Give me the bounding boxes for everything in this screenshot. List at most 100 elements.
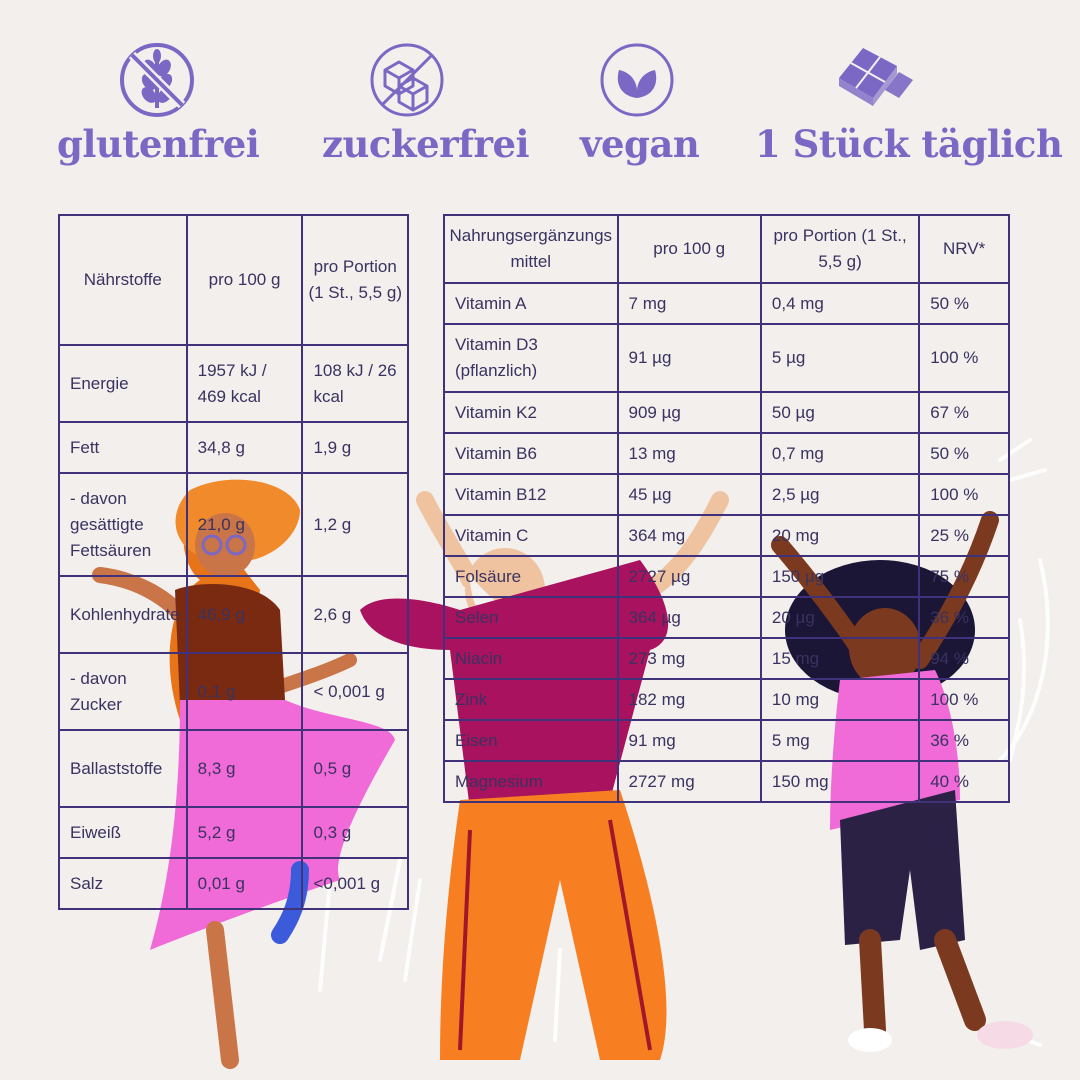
- badge-glutenfrei: [47, 40, 267, 130]
- value-per-portion: 2,5 µg: [759, 473, 921, 516]
- value-per-portion: 150 µg: [759, 555, 921, 598]
- nrv-value: 100 %: [918, 473, 1010, 516]
- value-per-100g: 45 µg: [616, 473, 762, 516]
- value-per-100g: 21,0 g: [185, 472, 304, 577]
- value-per-100g: 364 µg: [616, 596, 762, 639]
- supplement-name: Vitamin B6: [443, 432, 619, 475]
- value-per-portion: 0,7 mg: [759, 432, 921, 475]
- value-per-100g: 5,2 g: [185, 806, 304, 859]
- table-row: Energie 1957 kJ / 469 kcal 108 kJ / 26 k…: [58, 344, 409, 423]
- table-row: Selen 364 µg 20 µg 36 %: [443, 596, 1010, 639]
- nutrient-name: Salz: [58, 857, 188, 910]
- nutrient-name: - davon gesättigte Fettsäuren: [58, 472, 188, 577]
- nrv-value: 75 %: [918, 555, 1010, 598]
- table-row: Niacin 273 mg 15 mg 94 %: [443, 637, 1010, 680]
- nrv-value: 100 %: [918, 323, 1010, 393]
- value-per-portion: 20 mg: [759, 514, 921, 557]
- supplement-name: Vitamin K2: [443, 391, 619, 434]
- badge-zuckerfrei: [297, 40, 517, 130]
- nutrient-name: Eiweiß: [58, 806, 188, 859]
- supplement-name: Folsäure: [443, 555, 619, 598]
- supplement-name: Magnesium: [443, 760, 619, 803]
- header-cell: Nährstoffe: [58, 214, 188, 346]
- table-row: Ballaststoffe 8,3 g 0,5 g: [58, 729, 409, 808]
- value-per-portion: 5 µg: [759, 323, 921, 393]
- value-per-100g: 273 mg: [616, 637, 762, 680]
- table-row: - davon Zucker 0,1 g < 0,001 g: [58, 652, 409, 731]
- table-row: Kohlenhydrate 46,9 g 2,6 g: [58, 575, 409, 654]
- table-row: Salz 0,01 g <0,001 g: [58, 857, 409, 910]
- header-cell: Nahrungsergänzungsmittel: [443, 214, 619, 284]
- supplement-table: Nahrungsergänzungsmittel pro 100 g pro P…: [443, 214, 1010, 803]
- supplement-name: Vitamin C: [443, 514, 619, 557]
- nutrition-table: Nährstoffe pro 100 g pro Portion (1 St.,…: [58, 214, 409, 910]
- table-row: Vitamin A 7 mg 0,4 mg 50 %: [443, 282, 1010, 325]
- nrv-value: 94 %: [918, 637, 1010, 680]
- nutrient-name: Ballaststoffe: [58, 729, 188, 808]
- table-row: Vitamin K2 909 µg 50 µg 67 %: [443, 391, 1010, 434]
- nrv-value: 36 %: [918, 596, 1010, 639]
- value-per-100g: 91 µg: [616, 323, 762, 393]
- table-row: Eisen 91 mg 5 mg 36 %: [443, 719, 1010, 762]
- value-per-portion: < 0,001 g: [301, 652, 409, 731]
- value-per-100g: 91 mg: [616, 719, 762, 762]
- table-row: Folsäure 2727 µg 150 µg 75 %: [443, 555, 1010, 598]
- badge-label-zuckerfrei: zuckerfrei: [322, 122, 530, 166]
- value-per-100g: 909 µg: [616, 391, 762, 434]
- badge-label-vegan: vegan: [580, 122, 700, 166]
- value-per-100g: 8,3 g: [185, 729, 304, 808]
- supplement-name: Vitamin A: [443, 282, 619, 325]
- value-per-portion: 50 µg: [759, 391, 921, 434]
- table-row: Eiweiß 5,2 g 0,3 g: [58, 806, 409, 859]
- value-per-portion: 1,2 g: [301, 472, 409, 577]
- supplement-name: Selen: [443, 596, 619, 639]
- value-per-portion: <0,001 g: [301, 857, 409, 910]
- leaf-icon: [600, 43, 674, 117]
- supplement-name: Zink: [443, 678, 619, 721]
- value-per-portion: 1,9 g: [301, 421, 409, 474]
- value-per-portion: 0,4 mg: [759, 282, 921, 325]
- badge-daily: [760, 40, 980, 130]
- value-per-portion: 20 µg: [759, 596, 921, 639]
- nrv-value: 36 %: [918, 719, 1010, 762]
- value-per-100g: 0,1 g: [185, 652, 304, 731]
- value-per-portion: 10 mg: [759, 678, 921, 721]
- table-header-row: Nährstoffe pro 100 g pro Portion (1 St.,…: [58, 214, 409, 346]
- header-cell: pro Portion (1 St., 5,5 g): [301, 214, 409, 346]
- nutrient-name: Fett: [58, 421, 188, 474]
- value-per-100g: 1957 kJ / 469 kcal: [185, 344, 304, 423]
- nutrient-name: Kohlenhydrate: [58, 575, 188, 654]
- no-gluten-icon: [120, 43, 194, 117]
- value-per-portion: 5 mg: [759, 719, 921, 762]
- badge-label-glutenfrei: glutenfrei: [57, 122, 260, 166]
- badge-vegan: [527, 40, 747, 130]
- value-per-portion: 0,3 g: [301, 806, 409, 859]
- header-cell: pro 100 g: [616, 214, 762, 284]
- value-per-100g: 2727 µg: [616, 555, 762, 598]
- value-per-100g: 46,9 g: [185, 575, 304, 654]
- nutrient-name: - davon Zucker: [58, 652, 188, 731]
- supplement-name: Vitamin D3 (pflanzlich): [443, 323, 619, 393]
- nrv-value: 50 %: [918, 432, 1010, 475]
- header-cell: pro Portion (1 St., 5,5 g): [759, 214, 921, 284]
- header-cell: NRV*: [918, 214, 1010, 284]
- nrv-value: 67 %: [918, 391, 1010, 434]
- value-per-100g: 34,8 g: [185, 421, 304, 474]
- value-per-portion: 15 mg: [759, 637, 921, 680]
- header-cell: pro 100 g: [185, 214, 304, 346]
- chocolate-icon: [839, 48, 913, 106]
- table-row: Vitamin B12 45 µg 2,5 µg 100 %: [443, 473, 1010, 516]
- value-per-portion: 108 kJ / 26 kcal: [301, 344, 409, 423]
- nrv-value: 25 %: [918, 514, 1010, 557]
- table-row: Vitamin D3 (pflanzlich) 91 µg 5 µg 100 %: [443, 323, 1010, 393]
- table-row: Vitamin C 364 mg 20 mg 25 %: [443, 514, 1010, 557]
- table-row: Fett 34,8 g 1,9 g: [58, 421, 409, 474]
- table-row: Vitamin B6 13 mg 0,7 mg 50 %: [443, 432, 1010, 475]
- value-per-100g: 2727 mg: [616, 760, 762, 803]
- value-per-100g: 182 mg: [616, 678, 762, 721]
- nrv-value: 40 %: [918, 760, 1010, 803]
- nrv-value: 50 %: [918, 282, 1010, 325]
- value-per-portion: 0,5 g: [301, 729, 409, 808]
- nutrient-name: Energie: [58, 344, 188, 423]
- table-row: Zink 182 mg 10 mg 100 %: [443, 678, 1010, 721]
